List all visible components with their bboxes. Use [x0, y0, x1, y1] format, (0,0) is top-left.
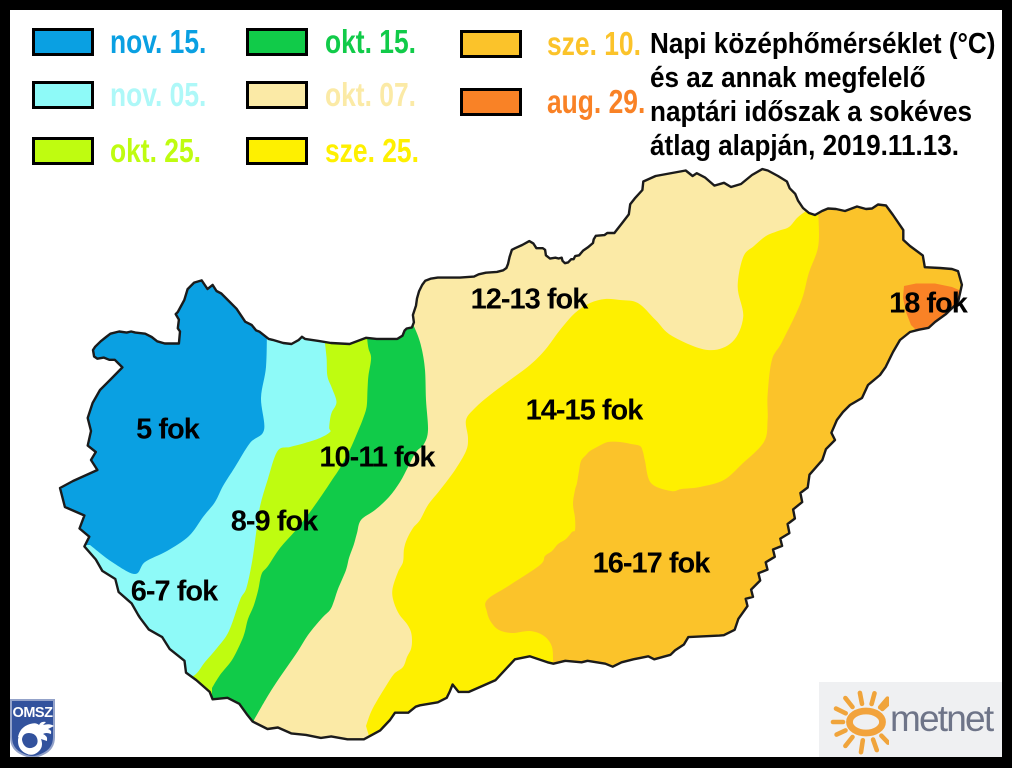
svg-text:OMSZ: OMSZ [13, 705, 54, 721]
